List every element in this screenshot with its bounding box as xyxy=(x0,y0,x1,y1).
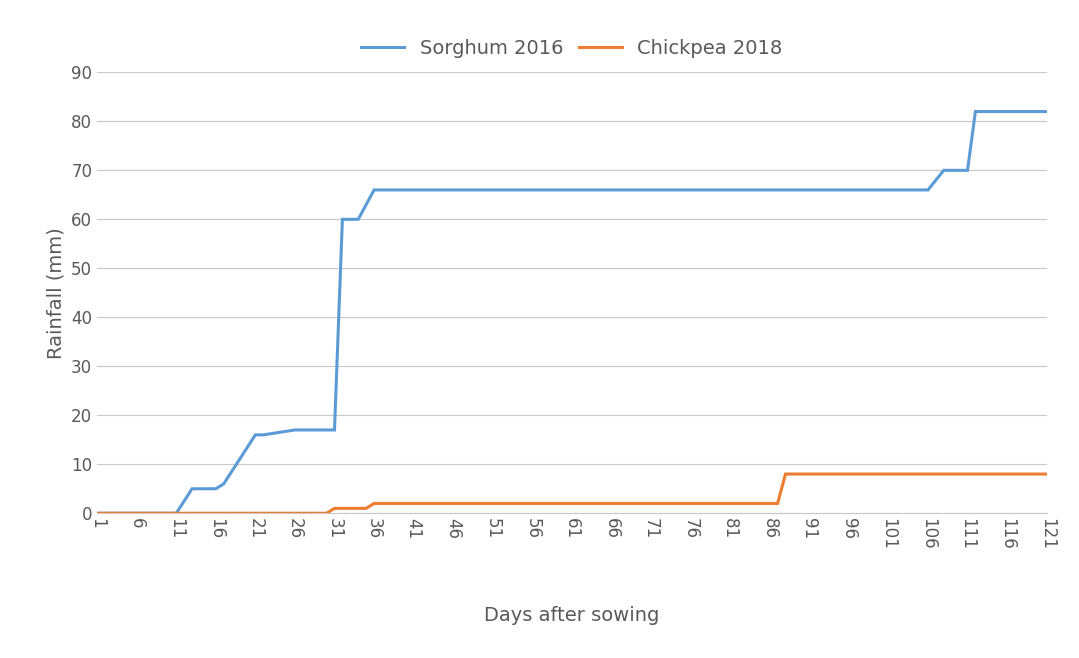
Legend: Sorghum 2016, Chickpea 2018: Sorghum 2016, Chickpea 2018 xyxy=(361,39,782,59)
Sorghum 2016 xyxy=(209,485,222,493)
Line: Chickpea 2018: Chickpea 2018 xyxy=(97,474,1047,513)
Chickpea 2018 xyxy=(91,509,104,517)
Sorghum 2016 xyxy=(407,186,420,194)
Sorghum 2016 xyxy=(186,485,199,493)
Sorghum 2016 xyxy=(921,186,934,194)
Chickpea 2018 xyxy=(368,499,381,507)
Sorghum 2016 xyxy=(368,186,381,194)
Sorghum 2016 xyxy=(169,509,182,517)
Chickpea 2018 xyxy=(1040,470,1053,478)
Chickpea 2018 xyxy=(779,470,792,478)
Line: Sorghum 2016: Sorghum 2016 xyxy=(97,112,1047,513)
Chickpea 2018 xyxy=(771,499,784,507)
X-axis label: Days after sowing: Days after sowing xyxy=(484,605,659,624)
Chickpea 2018 xyxy=(320,509,333,517)
Sorghum 2016 xyxy=(969,108,982,116)
Sorghum 2016 xyxy=(328,426,341,434)
Sorghum 2016 xyxy=(91,509,104,517)
Sorghum 2016 xyxy=(961,166,974,174)
Sorghum 2016 xyxy=(336,215,349,223)
Y-axis label: Rainfall (mm): Rainfall (mm) xyxy=(46,227,66,359)
Sorghum 2016 xyxy=(249,431,262,439)
Sorghum 2016 xyxy=(352,215,365,223)
Chickpea 2018 xyxy=(359,505,372,513)
Sorghum 2016 xyxy=(257,431,270,439)
Sorghum 2016 xyxy=(938,166,951,174)
Chickpea 2018 xyxy=(328,505,341,513)
Sorghum 2016 xyxy=(1040,108,1053,116)
Sorghum 2016 xyxy=(288,426,301,434)
Sorghum 2016 xyxy=(217,480,230,488)
